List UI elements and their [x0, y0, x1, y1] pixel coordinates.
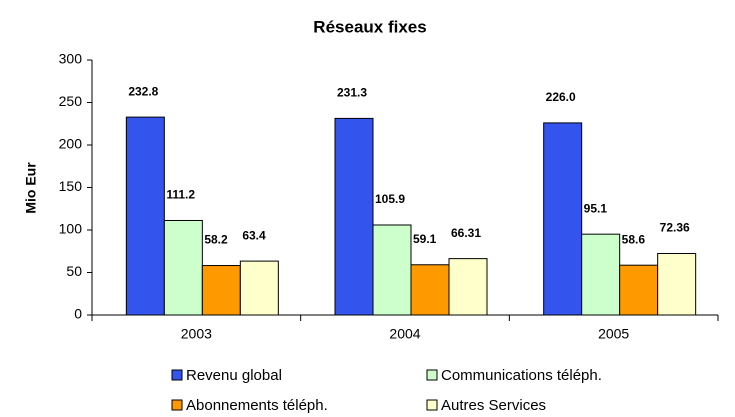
value-label: 231.3: [337, 86, 367, 100]
y-tick-label: 200: [59, 136, 83, 152]
y-tick-label: 150: [59, 178, 83, 194]
bar: [163, 219, 203, 316]
bar: [334, 117, 374, 316]
value-label: 66.31: [451, 226, 481, 240]
y-axis-label: Mio Eur: [23, 162, 39, 214]
legend-label: Revenu global: [186, 367, 282, 384]
x-tick-label: 2004: [389, 326, 420, 342]
legend-swatch: [426, 399, 438, 411]
bar: [543, 122, 583, 316]
x-tick-label: 2003: [181, 326, 212, 342]
bar: [201, 265, 241, 316]
value-label: 232.8: [128, 84, 158, 98]
bar: [239, 260, 279, 316]
y-tick-label: 100: [59, 221, 83, 237]
legend-swatch: [171, 399, 183, 411]
legend-label: Communications téléph.: [441, 367, 602, 384]
value-label: 63.4: [242, 228, 266, 242]
bar: [125, 116, 165, 316]
legend-label: Autres Services: [441, 397, 546, 414]
y-tick-label: 300: [59, 51, 83, 67]
bar: [657, 252, 697, 316]
bar: [372, 224, 412, 316]
value-label: 59.1: [413, 232, 437, 246]
value-label: 58.6: [622, 232, 646, 246]
y-tick-label: 50: [66, 263, 82, 279]
legend-label: Abonnements téléph.: [186, 397, 328, 414]
value-label: 58.2: [204, 233, 228, 247]
legend-swatch: [426, 369, 438, 381]
x-tick-label: 2005: [598, 326, 629, 342]
value-label: 72.36: [660, 221, 690, 235]
y-tick-label: 0: [74, 306, 82, 322]
y-tick-label: 250: [59, 93, 83, 109]
value-label: 95.1: [584, 201, 608, 215]
legend-swatch: [171, 369, 183, 381]
value-label: 226.0: [546, 90, 576, 104]
value-label: 105.9: [375, 192, 405, 206]
bar: [448, 258, 488, 316]
bar: [410, 264, 450, 316]
bar: [619, 264, 659, 316]
value-label: 111.2: [166, 188, 195, 202]
chart-title: Réseaux fixes: [313, 17, 426, 36]
bar: [581, 233, 621, 316]
